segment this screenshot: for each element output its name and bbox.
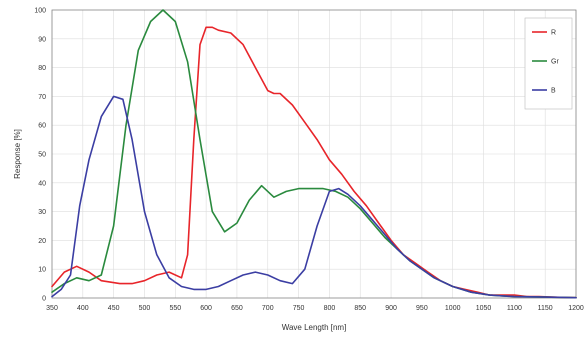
x-tick-label: 600 [200,305,212,312]
x-tick-label: 1000 [445,305,461,312]
legend-label-r: R [551,30,556,37]
legend-label-gr: Gr [551,59,559,66]
legend-box [524,17,573,110]
x-tick-label: 400 [77,305,89,312]
y-axis-label: Response [%] [13,129,22,179]
legend: R Gr B [524,17,573,110]
x-tick-label: 1150 [538,305,553,312]
legend-label-b: B [551,88,556,95]
y-tick-label: 90 [38,36,46,43]
plot-frame [51,9,577,299]
y-tick-label: 100 [34,8,46,15]
y-tick-label: 10 [38,267,46,274]
x-tick-label: 450 [108,305,120,312]
x-tick-label: 800 [324,305,336,312]
y-tick-label: 30 [38,209,46,216]
y-tick-label: 40 [38,180,46,187]
x-tick-label: 850 [354,305,366,312]
x-tick-label: 950 [416,305,428,312]
x-tick-label: 900 [385,305,397,312]
x-axis-label: Wave Length [nm] [282,323,347,332]
x-tick-label: 1200 [568,305,584,312]
x-tick-label: 750 [293,305,305,312]
x-tick-label: 350 [46,305,58,312]
series-line-b [51,95,577,299]
x-axis-ticks: 350 400 450 500 550 600 650 700 750 800 850 900 950 1… [46,305,584,312]
x-tick-label: 650 [231,305,243,312]
y-tick-label: 70 [38,94,46,101]
y-tick-label: 50 [38,152,46,159]
x-tick-label: 550 [169,305,181,312]
x-tick-label: 500 [139,305,151,312]
x-tick-label: 700 [262,305,274,312]
y-tick-label: 0 [42,296,46,303]
x-tick-label: 1050 [476,305,492,312]
y-tick-label: 60 [38,123,46,130]
x-tick-label: 1100 [507,305,522,312]
series-lines [51,9,577,299]
y-tick-label: 20 [38,238,46,245]
y-axis-ticks: 0 10 20 30 40 50 60 70 80 90 100 [34,8,46,303]
y-tick-label: 80 [38,65,46,72]
